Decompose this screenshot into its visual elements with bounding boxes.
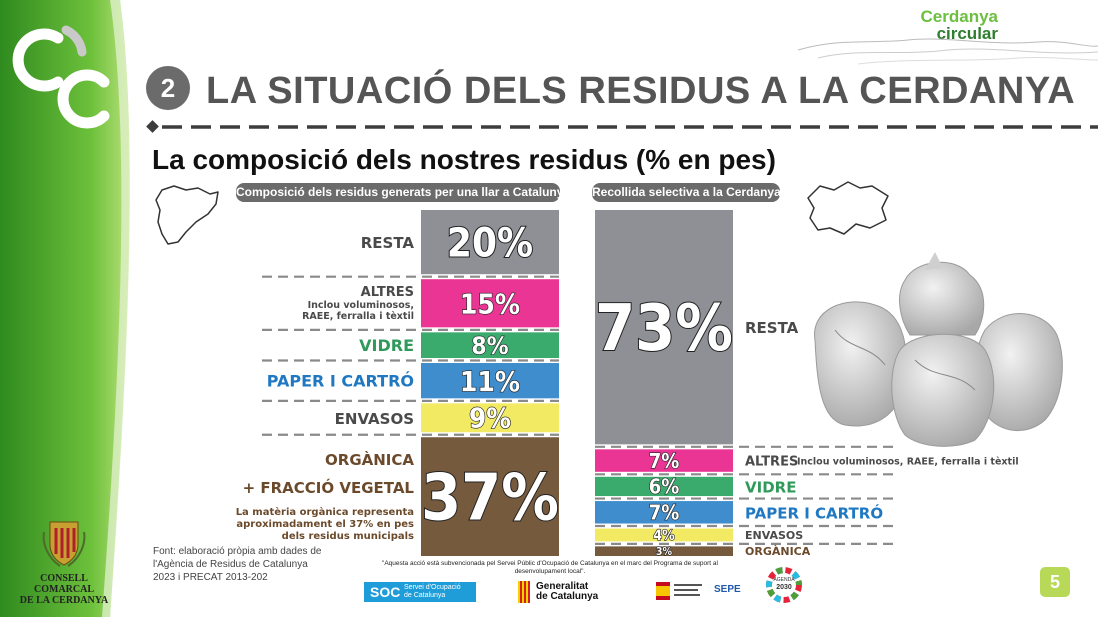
agenda-line2: 2030: [776, 584, 792, 591]
page-title: LA SITUACIÓ DELS RESIDUS A LA CERDANYA: [206, 70, 1076, 112]
bar1-label-altres-note: Inclou voluminosos,: [308, 300, 414, 311]
bar2-value-altres: 7%: [649, 449, 680, 473]
bar2-label-altres: ALTRES: [745, 455, 798, 470]
brand-line2: circular: [936, 24, 998, 43]
funding-note: "Aquesta acció està subvencionada pel Se…: [382, 560, 718, 575]
bar1-value-vidre: 8%: [471, 331, 508, 360]
bar2-value-vidre: 6%: [649, 475, 680, 499]
bar2-segment-vidre: [595, 476, 733, 497]
bar2-label-envasos: ENVASOS: [745, 529, 803, 542]
bar1-label-resta: RESTA: [361, 234, 415, 252]
bar1-value-resta: 20%: [447, 221, 533, 267]
bar1-value-organica: 37%: [421, 462, 559, 536]
bar1-label-organica-2: + FRACCIÓ VEGETAL: [243, 478, 415, 497]
brand-logo: Cerdanya circular: [921, 8, 998, 42]
bar2-value-organica: 3%: [656, 546, 673, 558]
bar2-label-paper: PAPER I CARTRÓ: [745, 503, 883, 522]
catalonia-map-icon: [155, 185, 219, 245]
bar2-label-altres-note: Inclou voluminosos, RAEE, ferralla i tèx…: [797, 457, 1019, 468]
mountain-sketch-icon: [798, 38, 1098, 65]
sdg-wheel-icon: [766, 567, 802, 603]
bar1-label-organica-1: ORGÀNICA: [325, 450, 414, 469]
recycle-cc-icon: [12, 25, 110, 129]
cerdanya-map-icon: [807, 181, 889, 235]
bar1-segment-paper: [421, 363, 559, 399]
bar1-label-paper: PAPER I CARTRÓ: [267, 372, 414, 391]
bar1-label-organica-note: La matèria orgànica representa: [236, 506, 414, 518]
bar1-label-vidre: VIDRE: [359, 336, 414, 355]
title-dashed-rule: [146, 120, 1098, 133]
generalitat-logo: Generalitat de Catalunya: [518, 580, 608, 604]
chart1-title: Composició dels residus generats per una…: [236, 183, 570, 202]
bar1-value-envasos: 9%: [469, 404, 511, 435]
agenda-2030-logo: AGENDA 2030: [766, 567, 802, 603]
brand-line1: Cerdanya: [920, 7, 998, 26]
ministry-logo: SEPE: [656, 580, 741, 602]
bar1-label-envasos: ENVASOS: [335, 410, 414, 428]
section-number-badge: 2: [146, 66, 190, 110]
bar1-segment-envasos: [421, 403, 559, 433]
bar2-segment-envasos: [595, 528, 733, 542]
page-number: 5: [1040, 567, 1070, 597]
bar2-label-resta: RESTA: [745, 319, 799, 337]
bar1-segment-organica: [421, 437, 559, 556]
bar1-value-paper: 11%: [460, 365, 520, 398]
agenda-line1: AGENDA: [773, 577, 795, 583]
bar1-segment-vidre: [421, 332, 559, 359]
source-note: Font: elaboració pròpia amb dades de l'A…: [153, 546, 322, 583]
bar2-value-paper: 7%: [649, 500, 680, 524]
bar2-value-envasos: 4%: [653, 528, 675, 544]
bar1-label-organica-note-3: dels residus municipals: [282, 531, 414, 542]
generalitat-icon: [518, 581, 530, 603]
bar2-label-organica: ORGÀNICA: [745, 545, 811, 558]
bar2-segment-altres: [595, 449, 733, 472]
bar2-segment-resta: [595, 210, 733, 445]
chart2-title: Recollida selectiva a la Cerdanya: [592, 183, 781, 202]
bar2-segment-paper: [595, 501, 733, 524]
left-green-bar: [0, 0, 130, 617]
soc-sub2: de Catalunya: [404, 592, 446, 599]
generalitat-line2: de Catalunya: [536, 591, 599, 602]
soc-sub1: Servei d'Ocupació: [404, 584, 461, 591]
bar1-segment-resta: [421, 210, 559, 275]
bar1-value-altres: 15%: [460, 287, 520, 320]
bar2-value-resta: 73%: [595, 292, 733, 366]
soc-label: SOC: [370, 584, 401, 600]
sepe-label: SEPE: [714, 584, 741, 595]
council-name-line2: DE LA CERDANYA: [19, 595, 109, 606]
soc-logo: SOC Servei d'Ocupació de Catalunya: [364, 582, 476, 602]
chart-subtitle: La composició dels nostres residus (% en…: [152, 144, 776, 175]
bar1-label-altres: ALTRES: [361, 285, 414, 300]
bar1-label-altres-note-2: RAEE, ferralla i tèxtil: [302, 311, 414, 322]
bar2-label-vidre: VIDRE: [745, 478, 796, 496]
bar1-label-organica-note-2: aproximadament el 37% en pes: [236, 519, 414, 530]
bar2-segment-organica: [595, 546, 733, 556]
spain-ministry-icon: [656, 582, 702, 600]
garbage-bags-image: [814, 252, 1063, 447]
council-shield-icon: [42, 521, 86, 567]
bar1-segment-altres: [421, 279, 559, 328]
generalitat-line1: Generalitat: [536, 581, 589, 592]
council-logo: CONSELL COMARCAL DE LA CERDANYA: [14, 518, 114, 606]
council-name-line1: CONSELL COMARCAL: [34, 573, 94, 595]
